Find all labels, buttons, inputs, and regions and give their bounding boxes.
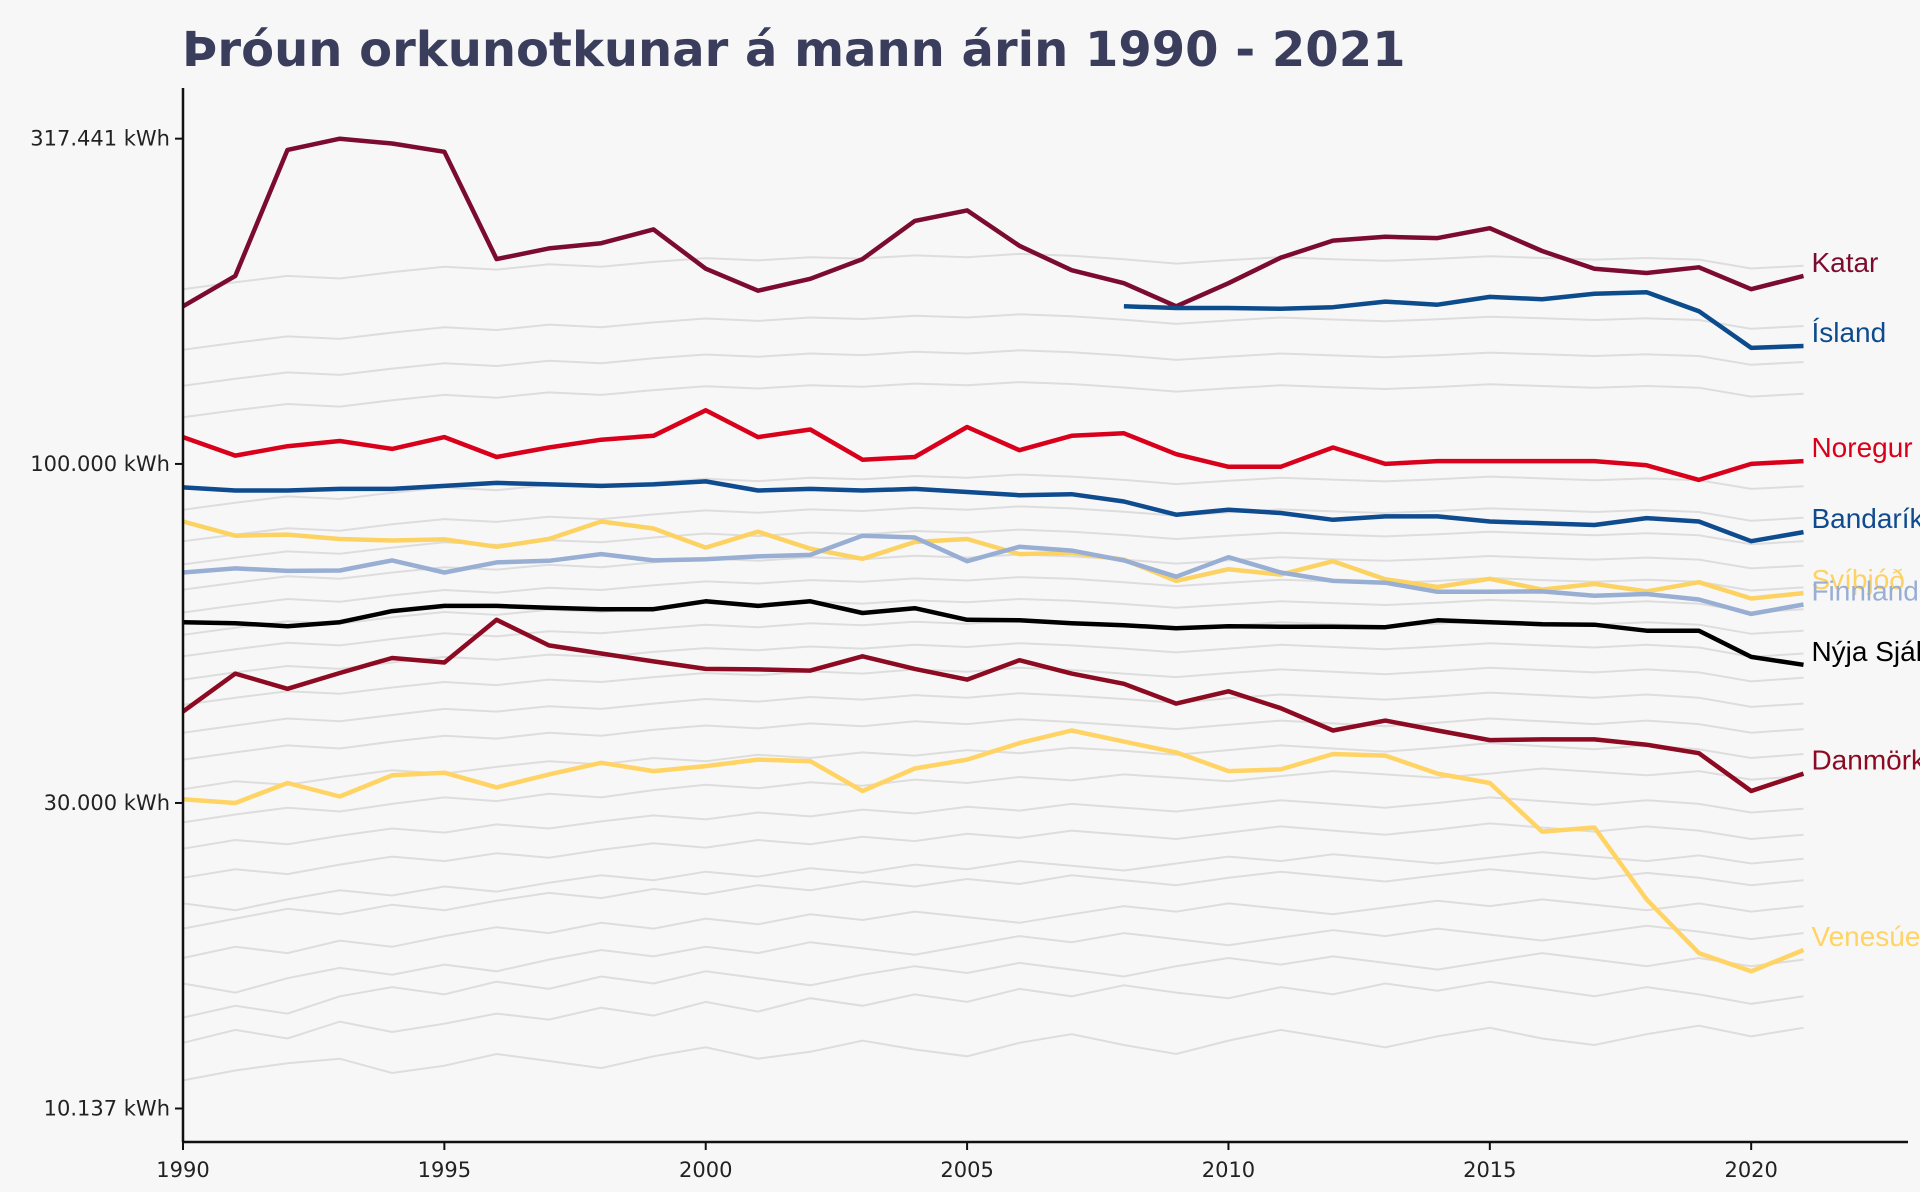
background-country-line	[182, 381, 1804, 419]
series-line	[182, 533, 1804, 617]
background-country-line	[182, 505, 1804, 543]
series-label: Venesúela	[1811, 921, 1920, 952]
background-country-line	[182, 666, 1804, 706]
background-country-line	[182, 597, 1804, 636]
series-label: Ísland	[1811, 317, 1886, 348]
y-tick-label: 317.441 kWh	[30, 127, 170, 151]
background-country-line	[182, 822, 1804, 879]
series-label: Finnland	[1811, 576, 1918, 607]
background-country-line	[182, 980, 1804, 1044]
x-tick-label: 2020	[1724, 1158, 1777, 1182]
background-country-line	[182, 473, 1804, 511]
series-label: Katar	[1811, 247, 1878, 278]
background-country-line	[182, 898, 1804, 959]
series-label: Noregur	[1811, 432, 1912, 463]
background-country-line	[182, 952, 1804, 1019]
background-country-line	[182, 349, 1804, 387]
series-line	[182, 519, 1804, 601]
background-country-line	[182, 767, 1804, 824]
background-country-line	[182, 717, 1804, 761]
y-tick-label: 100.000 kWh	[30, 452, 170, 476]
series-line	[182, 728, 1805, 974]
series-label: Svíþjóð	[1811, 564, 1904, 595]
series-line	[181, 136, 1805, 309]
x-axis-ticks: 1990 1995 2000 2005 2010 2015 2020	[156, 1142, 1778, 1182]
y-tick-label: 30.000 kWh	[44, 791, 170, 815]
y-axis-ticks: 10.137 kWh 30.000 kWh 100.000 kWh 317.441 k…	[30, 127, 183, 1120]
chart-title: Þróun orkunotkunar á mann árin 1990 - 20…	[182, 22, 1405, 78]
series-line	[182, 408, 1804, 483]
x-tick-label: 2015	[1463, 1158, 1516, 1182]
x-tick-label: 2005	[940, 1158, 993, 1182]
background-country-line	[182, 576, 1804, 614]
background-country-line	[182, 691, 1804, 734]
background-country-line	[182, 1024, 1804, 1082]
background-country-line	[182, 553, 1804, 591]
series-line	[181, 617, 1805, 794]
series-label: Danmörk	[1811, 745, 1920, 776]
x-tick-label: 1995	[418, 1158, 471, 1182]
country-labels: Katar Ísland Noregur Bandaríkin SvíþjóðFinnl…	[1811, 247, 1920, 952]
highlighted-country-lines	[181, 136, 1805, 974]
background-country-lines	[182, 252, 1804, 1082]
background-country-line	[182, 796, 1804, 850]
background-country-line	[182, 868, 1804, 930]
background-country-line	[182, 252, 1804, 291]
y-tick-label: 10.137 kWh	[44, 1096, 170, 1120]
series-line	[1123, 289, 1804, 351]
series-label: Nýja Sjáland	[1811, 636, 1920, 667]
x-tick-label: 1990	[156, 1158, 209, 1182]
background-country-line	[182, 313, 1804, 351]
plot-area: Katar Ísland Noregur Bandaríkin SvíþjóðFinnl…	[181, 136, 1920, 1082]
series-label: Bandaríkin	[1811, 503, 1920, 534]
series-line	[182, 479, 1804, 544]
x-tick-label: 2010	[1202, 1158, 1255, 1182]
background-country-line	[182, 851, 1804, 912]
series-line	[182, 599, 1804, 668]
axes: 10.137 kWh 30.000 kWh 100.000 kWh 317.441 k…	[30, 88, 1908, 1182]
background-country-line	[182, 924, 1804, 994]
x-tick-label: 2000	[679, 1158, 732, 1182]
